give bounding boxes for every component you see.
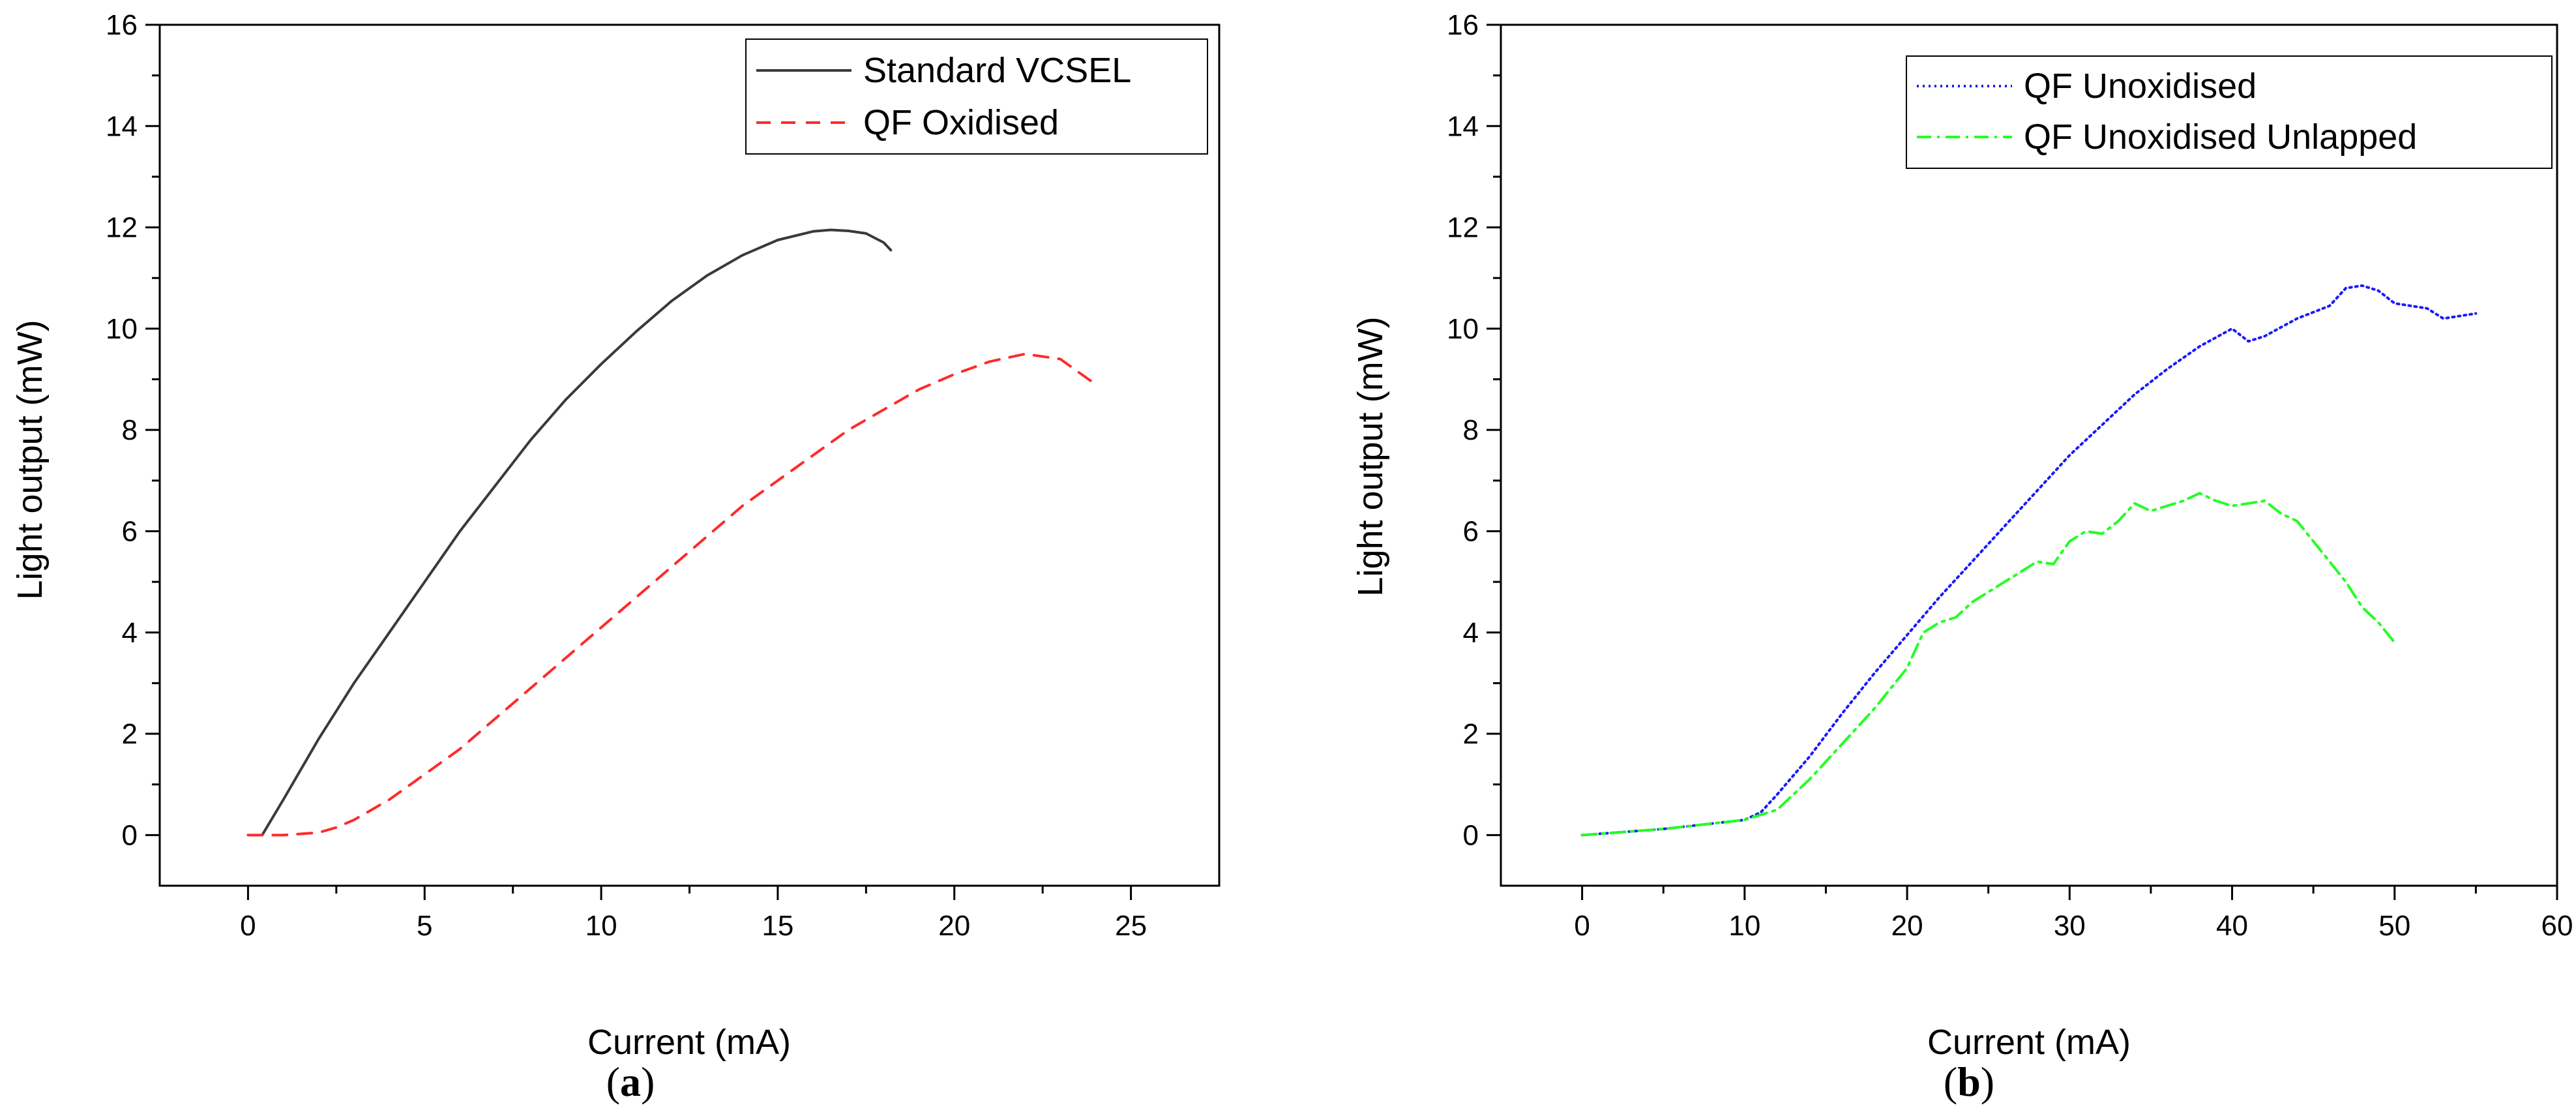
axis-ticks: 0 10 20 30 40 50 60 0 2 4 6 8 10 12 14 16 (1447, 9, 2573, 942)
series-line-qf-oxidised (246, 352, 1097, 837)
legend-label-qf-oxidised: QF Oxidised (863, 103, 1059, 142)
chart-panel-a: 0 5 10 15 20 25 0 2 4 6 8 10 12 14 16 Standard VCSEL Q… (10, 9, 1221, 1105)
y-tick-label: 12 (106, 212, 138, 244)
legend-label-standard-vcsel: Standard VCSEL (863, 51, 1131, 90)
y-tick-label: 4 (122, 617, 138, 649)
y-tick-label: 6 (122, 515, 138, 547)
legend-label-qf-unoxidised: QF Unoxidised (2024, 67, 2257, 106)
x-tick-label: 10 (585, 910, 617, 942)
y-tick-label: 2 (122, 718, 138, 750)
y-tick-label: 16 (106, 9, 138, 41)
legend-box (745, 38, 1208, 155)
panel-letter-a: a (620, 1059, 641, 1105)
y-tick-label: 14 (106, 110, 138, 142)
x-tick-label: 5 (417, 910, 432, 942)
x-tick-label: 50 (2378, 910, 2410, 942)
y-axis-title: Light output (mW) (1351, 316, 1390, 596)
y-tick-label: 10 (106, 313, 138, 345)
series-line-qf-unoxidised (1580, 284, 2478, 837)
chart-panel-b: 0 10 20 30 40 50 60 0 2 4 6 8 10 12 14 16 QF Unoxidised… (1351, 9, 2573, 1105)
series-line-standard-vcsel (261, 228, 893, 837)
series-line-qf-unoxidised-unlapped (1580, 492, 2396, 837)
x-tick-label: 20 (938, 910, 970, 942)
y-tick-label: 0 (1463, 819, 1479, 851)
x-axis-title: Current (mA) (1927, 1023, 2131, 1062)
y-tick-label: 16 (1447, 9, 1479, 41)
legend: Standard VCSEL QF Oxidised (745, 38, 1208, 155)
y-tick-label: 2 (1463, 718, 1479, 750)
x-tick-label: 10 (1728, 910, 1760, 942)
y-tick-label: 6 (1463, 515, 1479, 547)
y-axis-title: Light output (mW) (10, 320, 50, 599)
x-tick-label: 20 (1891, 910, 1923, 942)
axis-ticks: 0 5 10 15 20 25 0 2 4 6 8 10 12 14 16 (106, 9, 1147, 942)
legend-label-qf-unoxidised-unlapped: QF Unoxidised Unlapped (2024, 117, 2417, 157)
x-tick-label: 25 (1115, 910, 1147, 942)
series-layer (246, 228, 1097, 837)
legend-box (1906, 55, 2553, 169)
x-tick-label: 30 (2054, 910, 2086, 942)
x-tick-label: 40 (2216, 910, 2248, 942)
legend: QF Unoxidised QF Unoxidised Unlapped (1906, 55, 2553, 169)
panel-letter-b: b (1957, 1059, 1981, 1105)
x-tick-label: 0 (1574, 910, 1590, 942)
series-layer (1580, 284, 2478, 837)
y-tick-label: 0 (122, 819, 138, 851)
x-tick-label: 0 (240, 910, 256, 942)
x-tick-label: 15 (762, 910, 793, 942)
x-tick-label: 60 (2541, 910, 2573, 942)
y-tick-label: 14 (1447, 110, 1479, 142)
y-tick-label: 8 (122, 414, 138, 446)
y-tick-label: 12 (1447, 212, 1479, 244)
panel-label-a: (a) (606, 1059, 655, 1105)
y-tick-label: 4 (1463, 617, 1479, 649)
panel-label-b: (b) (1944, 1059, 1994, 1105)
y-tick-label: 8 (1463, 414, 1479, 446)
x-axis-title: Current (mA) (587, 1023, 791, 1062)
y-tick-label: 10 (1447, 313, 1479, 345)
plot-frame (1500, 23, 2558, 887)
